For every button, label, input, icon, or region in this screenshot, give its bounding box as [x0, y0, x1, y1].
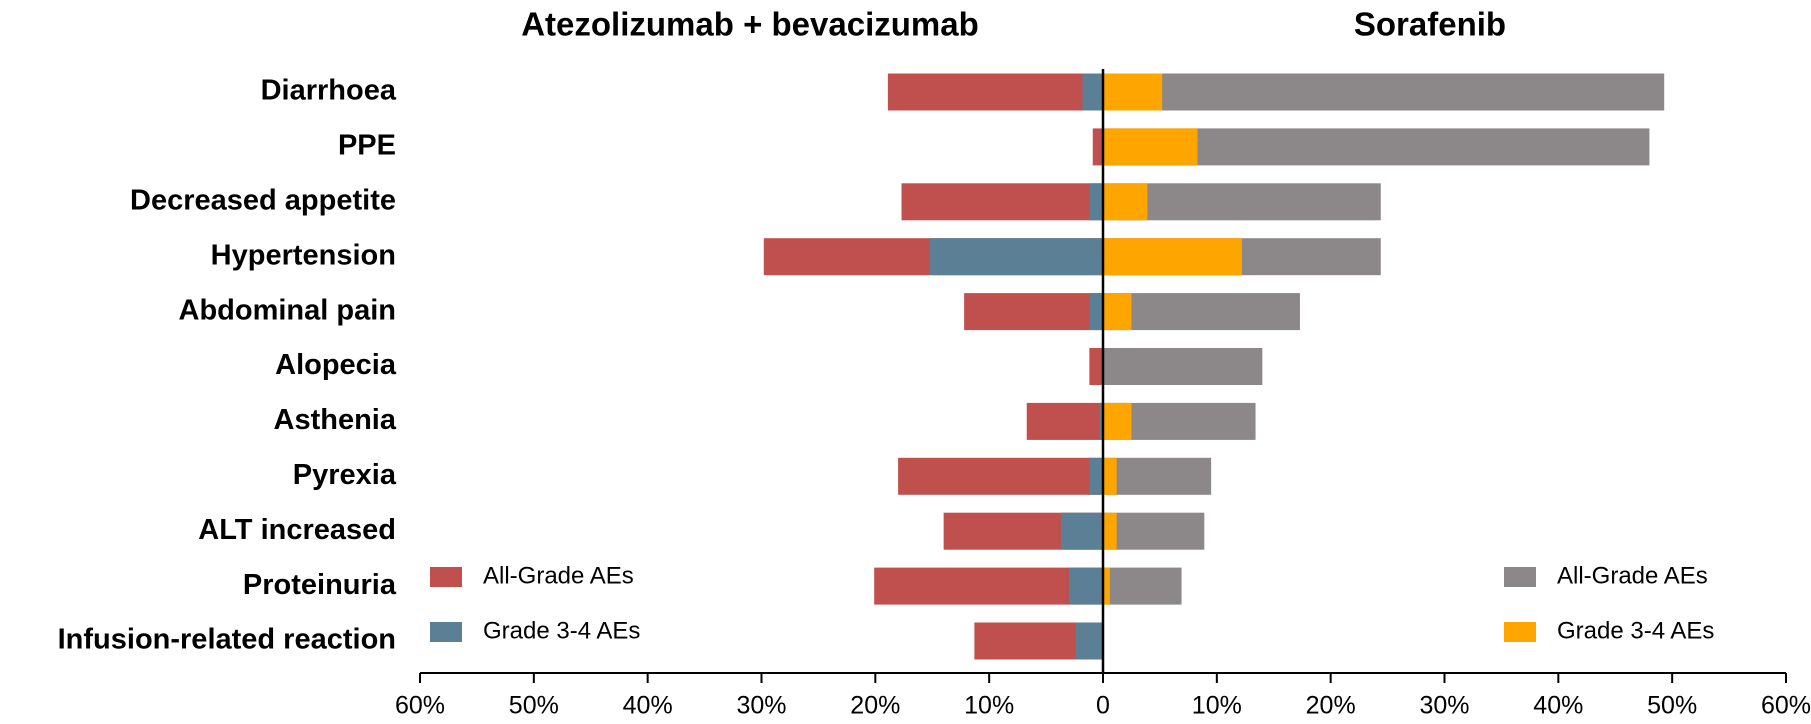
bar [1103, 128, 1198, 166]
x-tick-label: 0 [1096, 692, 1110, 720]
legend-label: Grade 3-4 AEs [483, 617, 640, 644]
bar [1103, 238, 1242, 276]
category-label: Alopecia [275, 349, 397, 381]
bar [1103, 402, 1132, 440]
x-tick-label: 10% [1192, 692, 1242, 720]
category-label: Asthenia [274, 404, 397, 436]
bar [1068, 567, 1103, 605]
bar [1060, 512, 1103, 550]
category-label: Diarrhoea [261, 75, 397, 107]
x-tick-label: 30% [1419, 692, 1469, 720]
x-tick-label: 40% [1533, 692, 1583, 720]
category-label: Decreased appetite [130, 184, 396, 216]
bar [1103, 183, 1148, 221]
bar [1026, 402, 1103, 440]
bar [964, 293, 1103, 331]
bar [898, 457, 1103, 495]
x-tick-label: 40% [623, 692, 673, 720]
x-tick-label: 60% [395, 692, 445, 720]
bar [1103, 73, 1163, 111]
bar [1103, 183, 1381, 221]
legend-label: All-Grade AEs [483, 562, 634, 589]
x-tick-label: 20% [1306, 692, 1356, 720]
bar [1103, 293, 1132, 331]
category-label: Abdominal pain [179, 294, 397, 326]
panel-title: Atezolizumab + bevacizumab [521, 6, 979, 43]
bar [929, 238, 1103, 276]
legend-label: All-Grade AEs [1557, 562, 1708, 589]
category-label: Proteinuria [243, 569, 397, 601]
category-label: Pyrexia [293, 459, 397, 491]
bar [1103, 512, 1205, 550]
category-label: ALT increased [198, 514, 396, 546]
bar [1103, 73, 1665, 111]
bar [1099, 402, 1103, 440]
bar [1103, 293, 1300, 331]
x-tick-label: 50% [1647, 692, 1697, 720]
x-tick-label: 30% [736, 692, 786, 720]
x-tick-label: 60% [1761, 692, 1811, 720]
bar [901, 183, 1103, 221]
panel-title: Sorafenib [1354, 6, 1506, 43]
bar [1082, 73, 1103, 111]
bar [1089, 183, 1103, 221]
category-label: Hypertension [211, 239, 396, 271]
x-tick-label: 10% [964, 692, 1014, 720]
bar [1103, 457, 1117, 495]
bar [1089, 457, 1103, 495]
bar [1103, 457, 1212, 495]
bar [1103, 348, 1263, 385]
bar [1089, 293, 1103, 331]
bar [887, 73, 1103, 111]
bar [874, 567, 1103, 605]
category-label: Infusion-related reaction [58, 624, 396, 656]
legend-swatch [1504, 567, 1536, 587]
bar [1092, 128, 1103, 166]
x-tick-label: 50% [509, 692, 559, 720]
bar [1075, 622, 1103, 660]
x-tick-label: 20% [850, 692, 900, 720]
bar [1103, 567, 1182, 605]
category-label: PPE [338, 130, 396, 162]
bar [1089, 348, 1103, 385]
bar [1103, 512, 1117, 550]
bar [1103, 567, 1110, 605]
legend-swatch [1504, 622, 1536, 642]
legend-swatch [430, 622, 462, 642]
legend-label: Grade 3-4 AEs [1557, 617, 1714, 644]
legend-swatch [430, 567, 462, 587]
